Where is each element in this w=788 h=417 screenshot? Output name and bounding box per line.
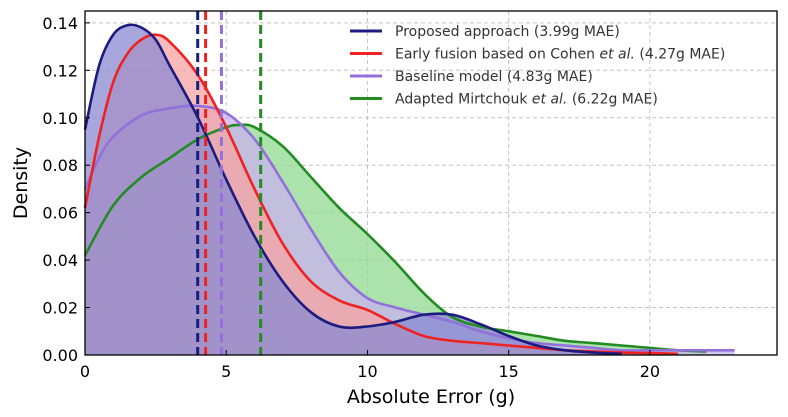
legend-entry: Adapted Mirtchouk et al. (6.22g MAE) (395, 92, 658, 108)
x-tick-label: 15 (498, 362, 518, 381)
density-curve-3 (83, 23, 622, 356)
legend-entry: Early fusion based on Cohen et al. (4.27… (395, 47, 725, 63)
y-tick-label: 0.12 (42, 61, 78, 80)
density-curves (83, 23, 735, 356)
density-area-3 (85, 24, 622, 355)
legend: Proposed approach (3.99g MAE) Early fusio… (350, 24, 725, 108)
y-tick-label: 0.08 (42, 156, 78, 175)
mae-markers (196, 11, 263, 355)
axis-ticks: 0 5 10 15 20 0.00 0.02 0.04 0.06 0.08 0.10 0.12 0.14 (42, 14, 660, 381)
y-axis-title: Density (10, 147, 32, 219)
y-tick-label: 0.02 (42, 299, 78, 318)
density-curve-1 (83, 104, 735, 352)
x-tick-label: 0 (80, 362, 90, 381)
y-tick-label: 0.04 (42, 251, 78, 270)
y-tick-label: 0.14 (42, 14, 78, 33)
plot-frame (84, 10, 778, 356)
x-tick-label: 20 (640, 362, 660, 381)
x-tick-label: 10 (357, 362, 377, 381)
density-curve-0 (83, 123, 707, 353)
legend-entry: Baseline model (4.83g MAE) (395, 69, 593, 85)
y-tick-label: 0.06 (42, 204, 78, 223)
y-tick-label: 0.10 (42, 109, 78, 128)
density-areas (85, 24, 735, 355)
y-tick-label: 0.00 (42, 346, 78, 365)
x-tick-label: 5 (221, 362, 231, 381)
legend-entry: Proposed approach (3.99g MAE) (395, 24, 620, 40)
x-axis-title: Absolute Error (g) (347, 386, 515, 408)
